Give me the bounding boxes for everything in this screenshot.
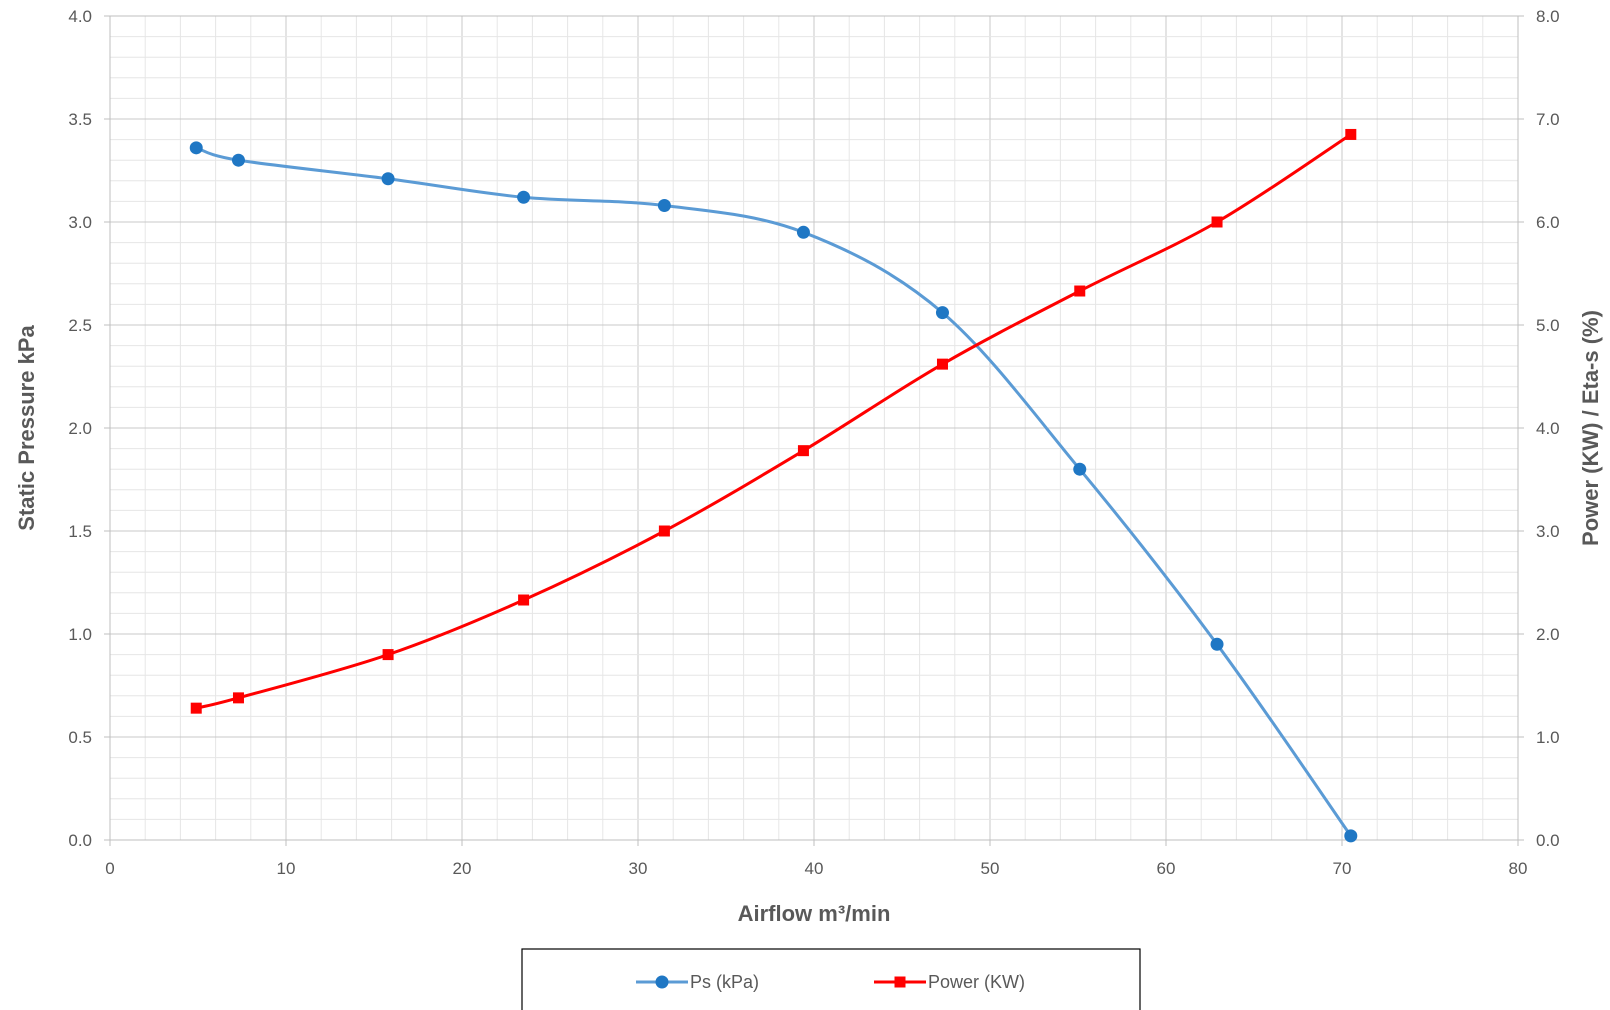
series-power	[190, 128, 1357, 714]
data-point-power	[1211, 216, 1223, 228]
series-ps	[189, 141, 1358, 843]
data-point-ps	[1073, 462, 1087, 476]
y-axis-right: 0.0 1.0 2.0 3.0 4.0 5.0 6.0 7.0 8.0	[1518, 7, 1560, 850]
series	[189, 128, 1358, 843]
y-axis-title: Static Pressure kPa	[14, 325, 39, 531]
data-point-power	[518, 594, 530, 606]
x-tick-label: 30	[629, 859, 648, 878]
y2-tick-label: 4.0	[1536, 419, 1560, 438]
x-axis-title: Airflow m³/min	[738, 901, 891, 926]
x-axis: 0 10 20 30 40 50 60 70 80	[105, 840, 1527, 878]
y-tick-label: 1.0	[68, 625, 92, 644]
data-point-power	[797, 445, 809, 457]
data-point-ps	[935, 306, 949, 320]
y2-tick-label: 3.0	[1536, 522, 1560, 541]
x-tick-label: 80	[1509, 859, 1528, 878]
series-line-ps	[194, 146, 1353, 838]
x-tick-label: 20	[453, 859, 472, 878]
data-point-ps	[796, 225, 810, 239]
legend-label-ps: Ps (kPa)	[690, 972, 759, 992]
y-tick-label: 4.0	[68, 7, 92, 26]
legend-item-power: Power (KW)	[874, 972, 1025, 992]
x-tick-label: 40	[805, 859, 824, 878]
data-point-ps	[1210, 637, 1224, 651]
legend: Ps (kPa) Power (KW)	[521, 948, 1141, 1010]
x-tick-label: 60	[1157, 859, 1176, 878]
data-point-ps	[189, 141, 203, 155]
data-point-ps	[657, 199, 671, 213]
y-tick-label: 1.5	[68, 522, 92, 541]
data-point-power	[1345, 128, 1357, 140]
y-tick-label: 2.5	[68, 316, 92, 335]
x-tick-label: 70	[1333, 859, 1352, 878]
legend-item-ps: Ps (kPa)	[636, 972, 759, 992]
legend-marker-ps	[655, 975, 669, 989]
data-point-power	[658, 525, 670, 537]
series-line-power	[194, 132, 1353, 710]
data-point-ps	[1344, 829, 1358, 843]
y-tick-label: 3.5	[68, 110, 92, 129]
data-point-power	[1074, 285, 1086, 297]
y2-tick-label: 0.0	[1536, 831, 1560, 850]
y-axis-left: 0.0 0.5 1.0 1.5 2.0 2.5 3.0 3.5 4.0	[68, 7, 110, 850]
legend-label-power: Power (KW)	[928, 972, 1025, 992]
data-point-ps	[517, 190, 531, 204]
data-point-power	[232, 692, 244, 704]
y-tick-label: 3.0	[68, 213, 92, 232]
legend-items: Ps (kPa) Power (KW)	[636, 972, 1025, 992]
data-point-power	[936, 358, 948, 370]
legend-marker-power	[894, 976, 906, 988]
y2-tick-label: 1.0	[1536, 728, 1560, 747]
y2-axis-title: Power (KW) / Eta-s (%)	[1578, 310, 1603, 546]
y2-tick-label: 8.0	[1536, 7, 1560, 26]
y-tick-label: 0.0	[68, 831, 92, 850]
data-point-power	[382, 649, 394, 661]
data-point-ps	[231, 153, 245, 167]
legend-box	[521, 948, 1141, 1010]
y-tick-label: 0.5	[68, 728, 92, 747]
y2-tick-label: 7.0	[1536, 110, 1560, 129]
x-tick-label: 50	[981, 859, 1000, 878]
grid	[109, 15, 1519, 841]
y2-tick-label: 6.0	[1536, 213, 1560, 232]
y2-tick-label: 5.0	[1536, 316, 1560, 335]
y-tick-label: 2.0	[68, 419, 92, 438]
data-point-ps	[381, 172, 395, 186]
y2-tick-label: 2.0	[1536, 625, 1560, 644]
data-point-power	[190, 702, 202, 714]
x-tick-label: 0	[105, 859, 114, 878]
x-tick-label: 10	[277, 859, 296, 878]
